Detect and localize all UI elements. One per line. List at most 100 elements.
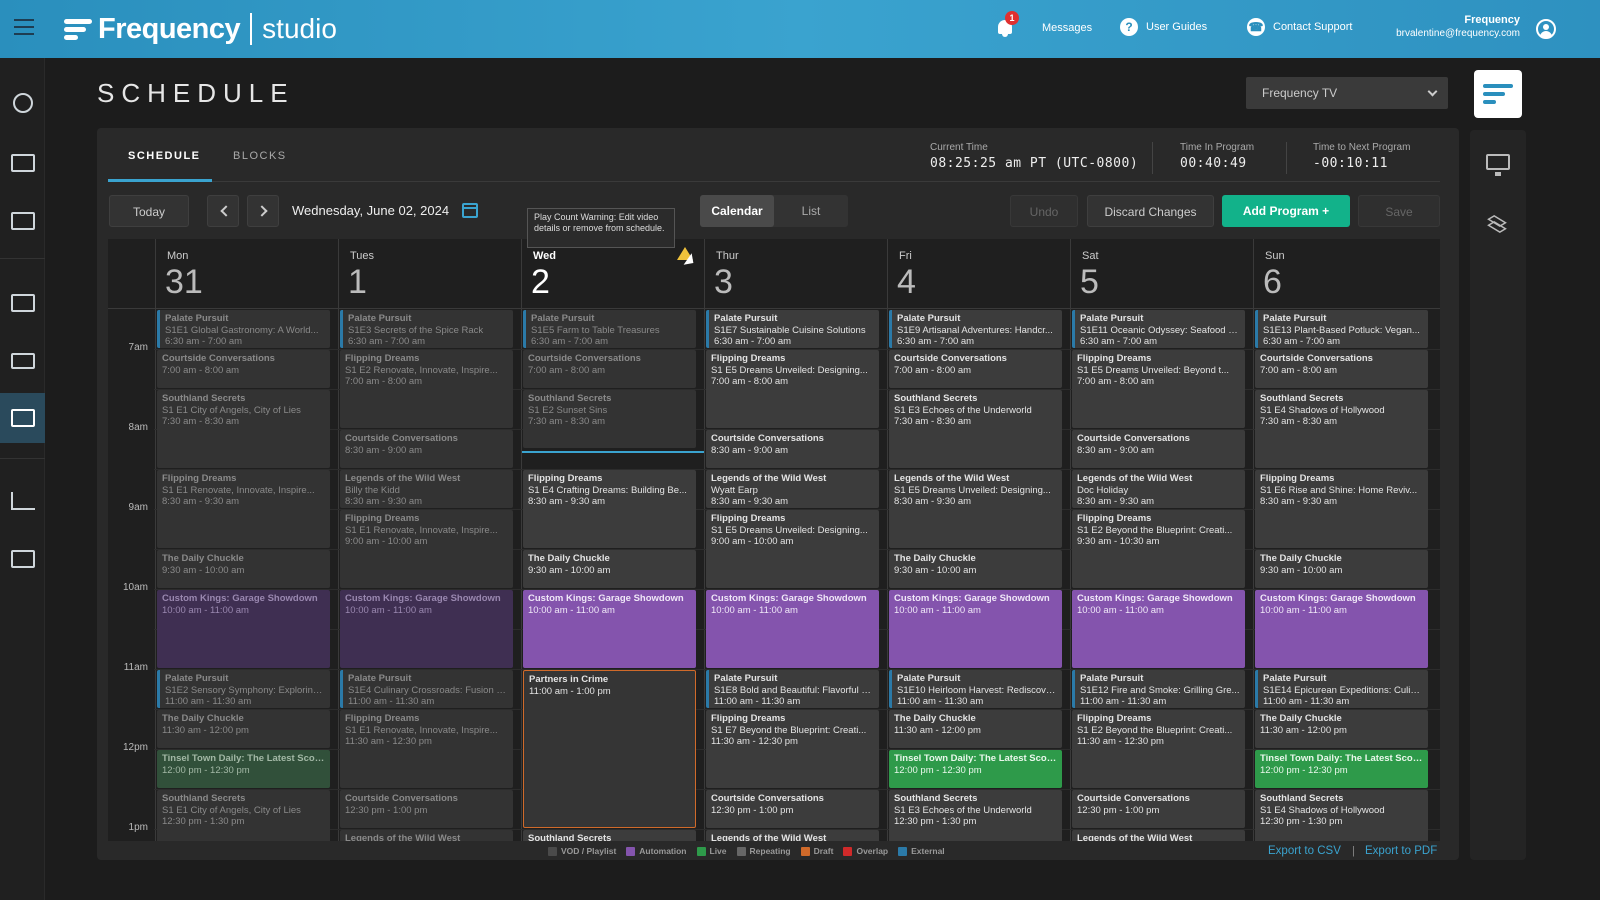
channel-select[interactable]: Frequency TV bbox=[1246, 77, 1448, 109]
schedule-event[interactable]: Southland Secrets bbox=[523, 830, 696, 841]
schedule-event[interactable]: Southland Secrets S1 E1 City of Angels, C… bbox=[157, 390, 330, 468]
schedule-event[interactable]: Flipping Dreams S1 E7 Beyond the Blueprin… bbox=[706, 710, 879, 788]
schedule-event[interactable]: Flipping Dreams S1 E5 Dreams Unveiled: De… bbox=[706, 510, 879, 588]
schedule-event[interactable]: Flipping Dreams S1 E6 Rise and Shine: Hom… bbox=[1255, 470, 1428, 548]
schedule-event[interactable]: Southland Secrets S1 E3 Echoes of the Und… bbox=[889, 790, 1062, 841]
schedule-event[interactable]: Palate Pursuit S1E9 Artisanal Adventures:… bbox=[889, 310, 1062, 348]
user-guides-link[interactable]: ? User Guides bbox=[1120, 18, 1207, 36]
schedule-event[interactable]: Flipping Dreams S1 E5 Dreams Unveiled: Be… bbox=[1072, 350, 1245, 428]
schedule-event[interactable]: Courtside Conversations 7:00 am - 8:00 am bbox=[157, 350, 330, 388]
schedule-event[interactable]: Courtside Conversations 7:00 am - 8:00 am bbox=[889, 350, 1062, 388]
schedule-event[interactable]: Palate Pursuit S1E2 Sensory Symphony: Exp… bbox=[157, 670, 330, 708]
schedule-event[interactable]: The Daily Chuckle 11:30 am - 12:00 pm bbox=[889, 710, 1062, 748]
nav-schedule[interactable] bbox=[0, 393, 45, 443]
schedule-event[interactable]: Legends of the Wild West Doc Holiday 8:30 … bbox=[1072, 470, 1245, 508]
schedule-event[interactable]: The Daily Chuckle 9:30 am - 10:00 am bbox=[1255, 550, 1428, 588]
nav-dashboard[interactable] bbox=[0, 78, 45, 128]
schedule-event[interactable]: Tinsel Town Daily: The Latest Scoop 12:00… bbox=[157, 750, 330, 788]
schedule-event[interactable]: Palate Pursuit S1E14 Epicurean Expedition… bbox=[1255, 670, 1428, 708]
export-csv-link[interactable]: Export to CSV bbox=[1268, 845, 1341, 857]
schedule-event[interactable]: Palate Pursuit S1E5 Farm to Table Treasur… bbox=[523, 310, 696, 348]
nav-media[interactable] bbox=[0, 278, 45, 328]
tab-schedule[interactable]: SCHEDULE bbox=[128, 150, 201, 162]
schedule-event[interactable]: Palate Pursuit S1E7 Sustainable Cuisine S… bbox=[706, 310, 879, 348]
schedule-event[interactable]: Custom Kings: Garage Showdown 10:00 am - … bbox=[340, 590, 513, 668]
schedule-event[interactable]: Legends of the Wild West S1 E5 Dreams Unv… bbox=[889, 470, 1062, 548]
schedule-event[interactable]: Palate Pursuit S1E12 Fire and Smoke: Gril… bbox=[1072, 670, 1245, 708]
nav-grid[interactable] bbox=[0, 138, 45, 188]
schedule-event[interactable]: Tinsel Town Daily: The Latest Scoop 12:00… bbox=[889, 750, 1062, 788]
schedule-event[interactable]: Custom Kings: Garage Showdown 10:00 am - … bbox=[523, 590, 696, 668]
schedule-event[interactable]: Legends of the Wild West bbox=[340, 830, 513, 841]
schedule-event[interactable]: Legends of the Wild West bbox=[1072, 830, 1245, 841]
monitor-icon[interactable] bbox=[1486, 154, 1510, 176]
nav-analytics[interactable] bbox=[0, 476, 45, 526]
schedule-event[interactable]: Southland Secrets S1 E2 Sunset Sins 7:30 a… bbox=[523, 390, 696, 448]
schedule-event[interactable]: Courtside Conversations 12:30 pm - 1:00 p… bbox=[706, 790, 879, 828]
schedule-event[interactable]: Flipping Dreams S1 E2 Renovate, Innovate,… bbox=[340, 350, 513, 428]
schedule-event[interactable]: Southland Secrets S1 E3 Echoes of the Und… bbox=[889, 390, 1062, 468]
schedule-event[interactable]: Custom Kings: Garage Showdown 10:00 am - … bbox=[157, 590, 330, 668]
warning-icon[interactable] bbox=[677, 247, 693, 260]
schedule-event[interactable]: Southland Secrets S1 E4 Shadows of Hollyw… bbox=[1255, 790, 1428, 841]
view-list-button[interactable]: List bbox=[801, 204, 821, 218]
layers-icon[interactable] bbox=[1486, 214, 1510, 238]
schedule-event[interactable]: The Daily Chuckle 9:30 am - 10:00 am bbox=[523, 550, 696, 588]
schedule-event[interactable]: Custom Kings: Garage Showdown 10:00 am - … bbox=[889, 590, 1062, 668]
schedule-event[interactable]: Flipping Dreams S1 E5 Dreams Unveiled: De… bbox=[706, 350, 879, 428]
export-pdf-link[interactable]: Export to PDF bbox=[1365, 845, 1438, 857]
schedule-event[interactable]: Courtside Conversations 7:00 am - 8:00 am bbox=[1255, 350, 1428, 388]
tab-blocks[interactable]: BLOCKS bbox=[233, 150, 287, 162]
schedule-event[interactable]: Legends of the Wild West Wyatt Earp 8:30 a… bbox=[706, 470, 879, 508]
schedule-event[interactable]: Custom Kings: Garage Showdown 10:00 am - … bbox=[1255, 590, 1428, 668]
schedule-event[interactable]: Palate Pursuit S1E3 Secrets of the Spice … bbox=[340, 310, 513, 348]
schedule-event[interactable]: Legends of the Wild West bbox=[706, 830, 879, 841]
schedule-event[interactable]: Palate Pursuit S1E1 Global Gastronomy: A … bbox=[157, 310, 330, 348]
messages-link[interactable]: 1 Messages bbox=[996, 11, 1092, 38]
schedule-event[interactable]: Palate Pursuit S1E8 Bold and Beautiful: F… bbox=[706, 670, 879, 708]
view-calendar-button[interactable]: Calendar bbox=[700, 195, 774, 227]
schedule-event[interactable]: Palate Pursuit S1E13 Plant-Based Potluck:… bbox=[1255, 310, 1428, 348]
next-day-button[interactable] bbox=[247, 195, 279, 227]
calendar-picker-icon[interactable] bbox=[462, 203, 478, 218]
discard-changes-button[interactable]: Discard Changes bbox=[1087, 195, 1214, 227]
schedule-event[interactable]: Flipping Dreams S1 E2 Beyond the Blueprin… bbox=[1072, 510, 1245, 588]
schedule-event[interactable]: Courtside Conversations 12:30 pm - 1:00 p… bbox=[1072, 790, 1245, 828]
nav-presenter[interactable] bbox=[0, 534, 45, 584]
prev-day-button[interactable] bbox=[207, 195, 239, 227]
contact-support-link[interactable]: ☎ Contact Support bbox=[1247, 18, 1353, 36]
schedule-event[interactable]: Courtside Conversations 12:30 pm - 1:00 p… bbox=[340, 790, 513, 828]
schedule-event[interactable]: Flipping Dreams S1 E1 Renovate, Innovate,… bbox=[340, 510, 513, 588]
logo[interactable]: Frequency studio bbox=[64, 12, 337, 46]
schedule-event[interactable]: Custom Kings: Garage Showdown 10:00 am - … bbox=[706, 590, 879, 668]
menu-icon[interactable] bbox=[14, 19, 34, 37]
schedule-event[interactable]: The Daily Chuckle 9:30 am - 10:00 am bbox=[889, 550, 1062, 588]
schedule-event[interactable]: Tinsel Town Daily: The Latest Scoop 12:00… bbox=[1255, 750, 1428, 788]
nav-playlists[interactable] bbox=[0, 336, 45, 386]
schedule-event[interactable]: Partners in Crime 11:00 am - 1:00 pm bbox=[523, 670, 696, 828]
frequency-app-button[interactable] bbox=[1474, 70, 1522, 118]
user-info[interactable]: Frequency brvalentine@frequency.com bbox=[1396, 14, 1520, 40]
save-button[interactable]: Save bbox=[1358, 195, 1440, 227]
schedule-event[interactable]: Courtside Conversations 7:00 am - 8:00 am bbox=[523, 350, 696, 388]
schedule-event[interactable]: Palate Pursuit S1E4 Culinary Crossroads: … bbox=[340, 670, 513, 708]
schedule-event[interactable]: Flipping Dreams S1 E4 Crafting Dreams: Bu… bbox=[523, 470, 696, 548]
schedule-event[interactable]: Flipping Dreams S1 E1 Renovate, Innovate,… bbox=[340, 710, 513, 788]
schedule-event[interactable]: Courtside Conversations 8:30 am - 9:00 am bbox=[1072, 430, 1245, 468]
schedule-event[interactable]: Courtside Conversations 8:30 am - 9:00 am bbox=[340, 430, 513, 468]
add-program-button[interactable]: Add Program + bbox=[1222, 195, 1350, 227]
schedule-event[interactable]: The Daily Chuckle 9:30 am - 10:00 am bbox=[157, 550, 330, 588]
schedule-event[interactable]: Flipping Dreams S1 E1 Renovate, Innovate,… bbox=[157, 470, 330, 548]
avatar-icon[interactable] bbox=[1536, 19, 1556, 39]
nav-screen[interactable] bbox=[0, 196, 45, 246]
schedule-event[interactable]: Courtside Conversations 8:30 am - 9:00 am bbox=[706, 430, 879, 468]
schedule-event[interactable]: Legends of the Wild West Billy the Kidd 8:… bbox=[340, 470, 513, 508]
schedule-event[interactable]: Flipping Dreams S1 E2 Beyond the Blueprin… bbox=[1072, 710, 1245, 788]
schedule-event[interactable]: The Daily Chuckle 11:30 am - 12:00 pm bbox=[157, 710, 330, 748]
schedule-event[interactable]: The Daily Chuckle 11:30 am - 12:00 pm bbox=[1255, 710, 1428, 748]
schedule-event[interactable]: Southland Secrets S1 E4 Shadows of Hollyw… bbox=[1255, 390, 1428, 468]
today-button[interactable]: Today bbox=[109, 195, 189, 227]
undo-button[interactable]: Undo bbox=[1010, 195, 1078, 227]
schedule-event[interactable]: Custom Kings: Garage Showdown 10:00 am - … bbox=[1072, 590, 1245, 668]
schedule-event[interactable]: Palate Pursuit S1E10 Heirloom Harvest: Re… bbox=[889, 670, 1062, 708]
